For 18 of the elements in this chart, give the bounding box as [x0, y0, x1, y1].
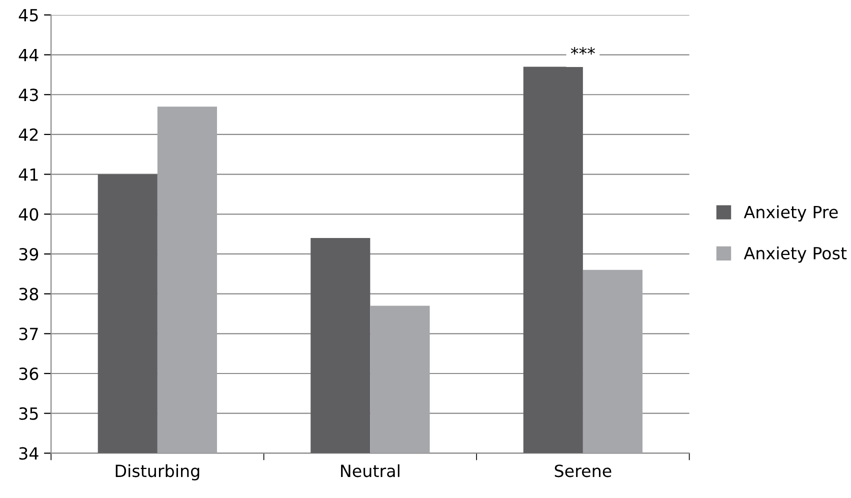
y-tick-label: 34 — [19, 447, 38, 460]
y-tick-label: 44 — [18, 48, 38, 62]
y-tick-label: 41 — [18, 168, 38, 181]
y-tick-label: 45 — [18, 9, 38, 22]
y-tick-label: 43 — [18, 88, 38, 102]
x-tick-label: Neutral — [341, 464, 400, 478]
y-tick-label: 37 — [19, 328, 38, 340]
legend-label: Anxiety Pre — [744, 205, 838, 222]
y-tick-label: 38 — [19, 288, 38, 300]
legend-label: Anxiety Post — [744, 246, 847, 263]
y-tick-label: 40 — [18, 208, 38, 221]
y-tick-label: 36 — [19, 367, 38, 380]
y-tick-label: 39 — [19, 248, 38, 261]
x-tick-label: Serene — [554, 464, 612, 478]
annotation: *** — [570, 47, 595, 55]
y-tick-label: 42 — [18, 128, 38, 141]
y-tick-label: 35 — [19, 407, 38, 420]
x-tick-label: Disturbing — [116, 464, 200, 480]
